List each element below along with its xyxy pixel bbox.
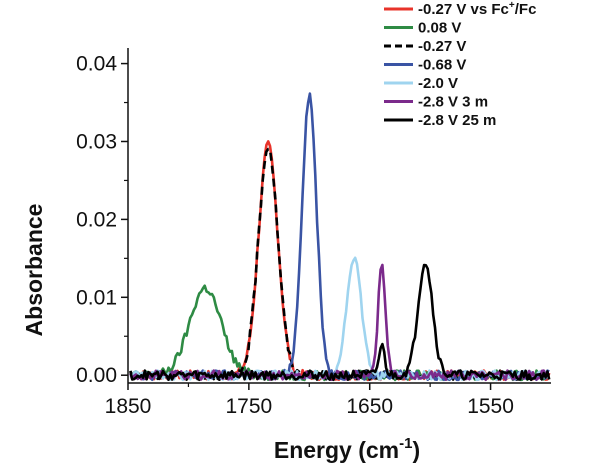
series-layer xyxy=(129,92,551,382)
x-tick-label: 1750 xyxy=(225,395,272,418)
y-tick-label: 0.02 xyxy=(76,208,117,231)
y-tick-label: 0.04 xyxy=(76,53,117,76)
x-tick-label: 1550 xyxy=(467,395,514,418)
series-line-5 xyxy=(129,256,550,382)
legend-label-sup: + xyxy=(509,0,515,11)
series-line-7 xyxy=(129,263,551,382)
x-axis-title-main: Energy (cm xyxy=(274,437,399,463)
x-tick-label: 1850 xyxy=(105,395,152,418)
legend-label-text: -0.27 V vs Fc xyxy=(418,1,509,18)
y-tick-label: 0.00 xyxy=(76,364,117,387)
legend-label: -2.8 V 25 m xyxy=(418,112,496,129)
legend-label: -0.27 V vs Fc+/Fc xyxy=(418,0,536,18)
legend-label: -2.0 V xyxy=(418,75,458,92)
legend-label-text: -2.8 V 3 m xyxy=(418,94,488,111)
legend-label-text: -0.27 V xyxy=(418,38,466,55)
y-tick-label: 0.01 xyxy=(76,286,117,309)
y-tick-label: 0.03 xyxy=(76,130,117,153)
series-line-1 xyxy=(129,140,551,382)
series-line-4 xyxy=(129,92,550,382)
legend-label: 0.08 V xyxy=(418,20,461,37)
ticks-layer: 1850 1750 1650 1550 0.00 0.01 0.02 0.03 0.04 xyxy=(76,53,514,418)
series-line-3 xyxy=(129,147,551,382)
x-tick-label: 1650 xyxy=(346,395,393,418)
y-axis-title: Absorbance xyxy=(21,204,47,337)
legend-label-post: /Fc xyxy=(515,1,537,18)
legend: -0.27 V vs Fc+/Fc0.08 V-0.27 V-0.68 V-2.… xyxy=(384,0,536,129)
legend-label-text: 0.08 V xyxy=(418,20,461,37)
axes-layer xyxy=(127,48,551,384)
series-line-2 xyxy=(129,284,551,382)
legend-label-text: -0.68 V xyxy=(418,57,466,74)
legend-label-text: -2.8 V 25 m xyxy=(418,112,496,129)
x-axis-title-sup: -1 xyxy=(399,435,412,452)
legend-label: -0.68 V xyxy=(418,57,466,74)
legend-label-text: -2.0 V xyxy=(418,75,458,92)
legend-label: -2.8 V 3 m xyxy=(418,94,488,111)
x-axis-title: Energy (cm-1) xyxy=(274,435,420,463)
legend-label: -0.27 V xyxy=(418,38,466,55)
x-axis-title-end: ) xyxy=(412,437,420,463)
